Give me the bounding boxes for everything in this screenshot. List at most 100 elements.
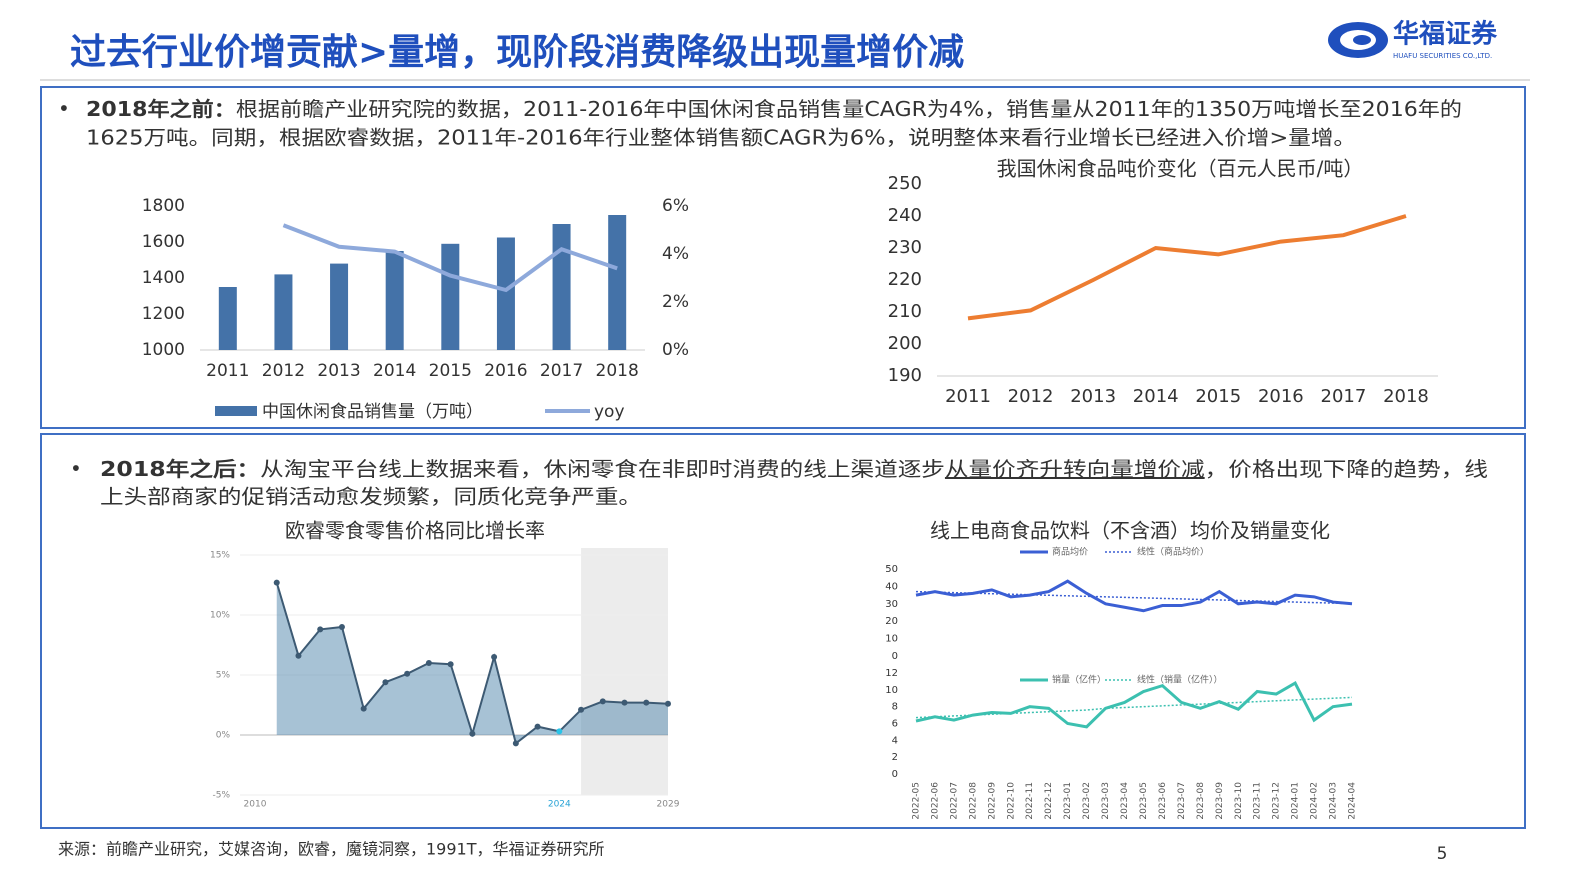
y-tick-label: 0 [892, 769, 898, 780]
panel [40, 433, 1526, 829]
y-tick-label: 0 [892, 651, 898, 662]
x-tick-label: 2023-03 [1101, 782, 1111, 820]
panel [40, 86, 1526, 429]
bar [441, 243, 460, 350]
y-tick-label: 230 [888, 237, 922, 258]
trend-line [915, 590, 1353, 605]
underlined-text: 从量价齐升转向量增价减 [945, 457, 1205, 481]
bullet: • [70, 457, 82, 481]
point [425, 660, 432, 666]
x-tick-label: 2015 [429, 361, 472, 381]
text: ，价格出现下降的趋势，线 [1205, 457, 1488, 481]
y-tick-label: 5% [216, 671, 231, 681]
chart-title: 我国休闲食品吨价变化（百元人民币/吨） [997, 157, 1364, 181]
x-tick-label: 2024-04 [1348, 782, 1358, 820]
point [621, 699, 628, 706]
x-tick-label: 2022-10 [1006, 782, 1016, 820]
legend-swatch [215, 406, 257, 416]
line [282, 223, 618, 293]
bar [385, 251, 404, 350]
legend-label: 线性（商品均价） [1137, 546, 1209, 558]
x-tick-label: 2024-03 [1329, 782, 1339, 820]
text: 从淘宝平台线上数据来看，休闲零食在非即时消费的线上渠道逐步 [260, 457, 945, 481]
y-tick-label: 1800 [142, 196, 185, 216]
point [382, 679, 389, 686]
lead: 2018年之后： [100, 457, 260, 481]
y-tick-label: 6 [892, 719, 898, 730]
y-tick-label: 10% [210, 611, 230, 621]
x-tick-label: 2017 [1321, 386, 1367, 407]
x-tick-label: 2022-06 [930, 782, 940, 820]
logo-mark [1353, 35, 1371, 45]
y2-tick-label: 6% [662, 196, 689, 216]
area [276, 582, 668, 744]
legend-label: 中国休闲食品销售量（万吨） [262, 402, 483, 422]
y-tick-label: 10 [885, 685, 898, 696]
bar [330, 263, 349, 350]
line [967, 214, 1407, 321]
legend-label: 商品均价 [1052, 546, 1088, 558]
legend-label: yoy [594, 402, 625, 422]
lead: 2018年之前： [86, 97, 236, 121]
x-tick-label: 2022-09 [987, 782, 997, 820]
x-tick-label: 2023-09 [1215, 782, 1225, 820]
y-tick-label: 1600 [142, 232, 185, 252]
logo-text: 华福证券 [1393, 19, 1498, 50]
point [599, 698, 606, 705]
point [578, 706, 585, 713]
point [534, 723, 541, 730]
y-tick-label: 2 [892, 752, 898, 763]
x-tick-label: 2018 [1383, 386, 1429, 407]
line [915, 681, 1353, 729]
y-tick-label: 240 [888, 205, 922, 226]
point [643, 699, 650, 706]
point [447, 661, 454, 668]
text: 根据前瞻产业研究院的数据，2011-2016年中国休闲食品销售量CAGR为4%，… [236, 97, 1462, 121]
paragraph-line: 2018年之前： 根据前瞻产业研究院的数据，2011-2016年中国休闲食品销售量… [86, 97, 1462, 121]
x-tick-label: 2023-01 [1063, 782, 1073, 820]
point [512, 740, 519, 747]
bar [496, 237, 515, 350]
x-tick-label: 2012 [262, 361, 305, 381]
x-tick-label: 2013 [1070, 386, 1116, 407]
y-tick-label: 8 [892, 702, 898, 713]
source: 来源：前瞻产业研究，艾媒咨询，欧睿，魔镜洞察，1991T，华福证券研究所 [58, 840, 605, 859]
y-tick-label: 220 [888, 269, 922, 290]
x-tick-label: 2024-02 [1310, 782, 1320, 820]
x-tick-label: 2023-08 [1196, 782, 1206, 820]
y-tick-label: 1200 [142, 304, 185, 324]
x-tick-label: 2022-11 [1025, 782, 1035, 820]
x-tick-label: 2023-10 [1234, 782, 1244, 820]
point [273, 579, 280, 586]
legend-label: 线性（销量（亿件）） [1137, 674, 1223, 686]
legend-label: 销量（亿件） [1052, 674, 1106, 686]
y-tick-label: 20 [885, 616, 898, 627]
bar [274, 274, 293, 350]
y-tick-label: 40 [885, 581, 898, 592]
y-tick-label: 50 [885, 564, 898, 575]
point [469, 730, 476, 737]
y-tick-label: 1400 [142, 268, 185, 288]
bar [218, 287, 237, 350]
point [338, 624, 345, 630]
x-tick-label: 2024 [548, 800, 571, 810]
bullet: • [58, 97, 70, 121]
x-tick-label: 2023-11 [1253, 782, 1263, 820]
point [404, 670, 411, 677]
paragraph-line: 上头部商家的促销活动愈发频繁，同质化竞争严重。 [100, 485, 642, 509]
x-tick-label: 2022-08 [968, 782, 978, 820]
page-number: 5 [1437, 844, 1448, 864]
y-tick-label: 30 [885, 599, 898, 610]
paragraph-line: 1625万吨。同期，根据欧睿数据，2011年-2016年行业整体销售额CAGR为… [86, 126, 1356, 150]
point [491, 654, 498, 660]
x-tick-label: 2013 [317, 361, 360, 381]
x-tick-label: 2011 [945, 386, 991, 407]
x-tick-label: 2012 [1008, 386, 1054, 407]
y-tick-label: 0% [216, 731, 231, 741]
x-tick-label: 2011 [206, 361, 249, 381]
x-tick-label: 2023-05 [1139, 782, 1149, 820]
y-tick-label: 4 [892, 735, 898, 746]
x-tick-label: 2016 [484, 361, 527, 381]
x-tick-label: 2016 [1258, 386, 1304, 407]
